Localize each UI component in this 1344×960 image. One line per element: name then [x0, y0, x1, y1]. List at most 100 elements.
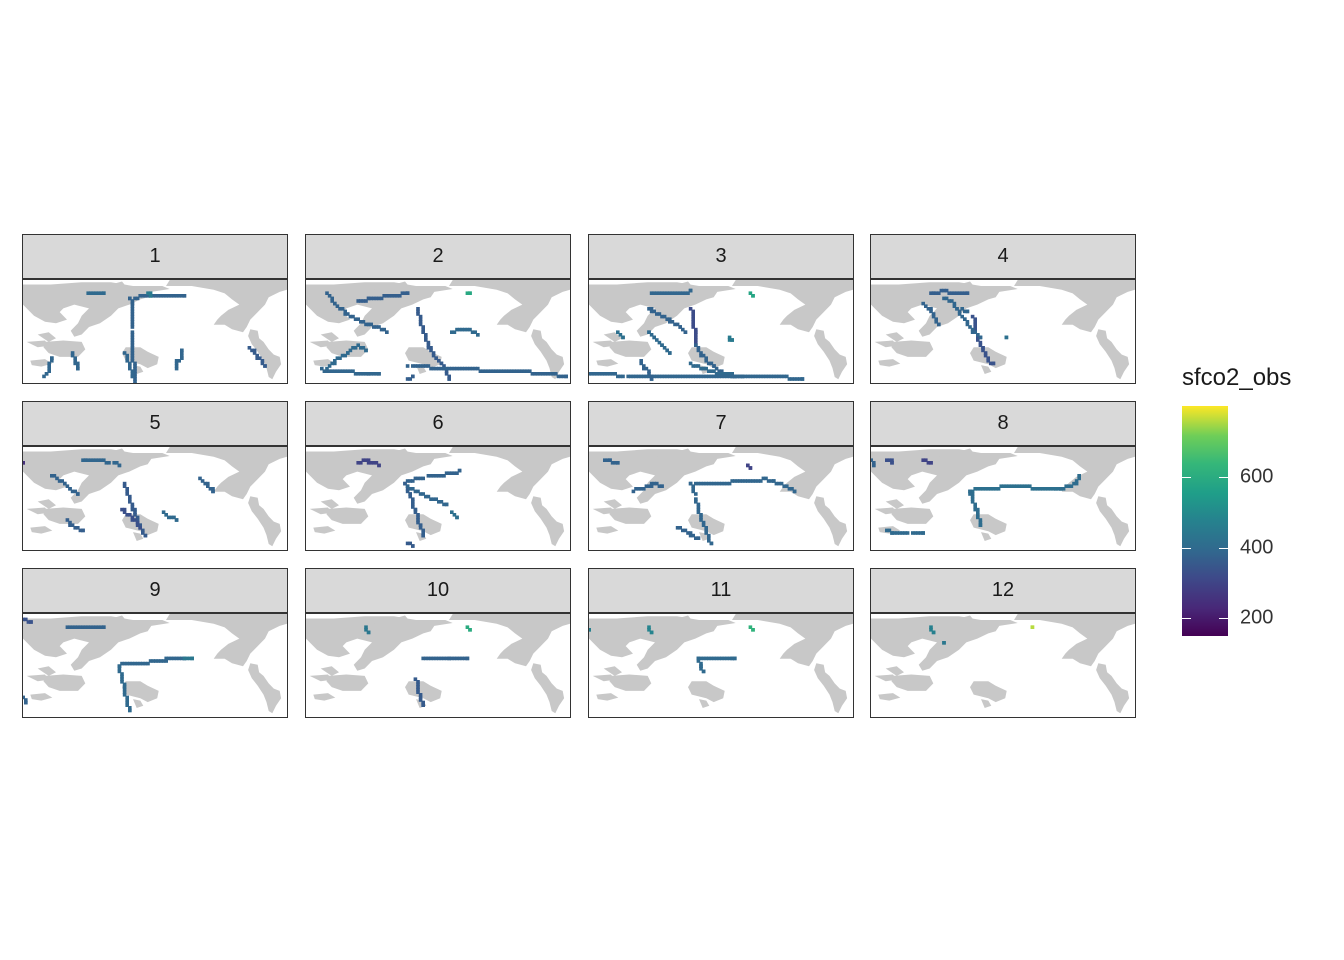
observation-cell	[727, 338, 732, 342]
observation-cell	[431, 474, 436, 478]
observation-cell	[696, 346, 701, 350]
facet-strip-label: 1	[22, 234, 288, 279]
observation-cell	[413, 476, 418, 481]
observation-cell	[694, 340, 698, 345]
land-mass	[893, 473, 902, 482]
observation-cell	[554, 372, 558, 376]
observation-cell	[926, 307, 931, 311]
observation-cell	[372, 461, 376, 465]
observation-cell	[135, 523, 140, 527]
observation-cell	[631, 489, 636, 494]
observation-cell	[174, 656, 179, 661]
land-mass	[405, 514, 442, 536]
observation-cell	[720, 656, 724, 661]
observation-cell	[717, 656, 721, 661]
observation-cell	[130, 325, 135, 329]
observation-cell	[343, 309, 347, 314]
observation-cell	[211, 487, 215, 491]
facet-strip-label: 9	[22, 568, 288, 613]
observation-cell	[29, 620, 33, 624]
observation-cell	[720, 374, 724, 379]
observation-cell	[929, 628, 933, 632]
observation-cell	[647, 484, 651, 488]
observation-cell	[707, 539, 711, 543]
observation-cell	[1064, 484, 1068, 488]
observation-cell	[174, 364, 179, 368]
land-mass	[114, 466, 133, 473]
observation-cell	[452, 513, 457, 517]
observation-cell	[86, 291, 90, 295]
observation-cell	[405, 541, 410, 546]
observation-cell	[1077, 476, 1081, 481]
observation-cell	[1025, 484, 1029, 488]
observation-cell	[714, 656, 719, 661]
observation-cell	[120, 507, 124, 512]
observation-cell	[338, 307, 342, 311]
observation-cell	[751, 628, 755, 632]
observation-cell	[960, 314, 964, 319]
observation-cell	[769, 374, 773, 379]
observation-cell	[652, 481, 656, 486]
observation-cell	[618, 333, 623, 337]
observation-cell	[385, 330, 389, 334]
observation-cell	[96, 291, 101, 295]
observation-cell	[416, 518, 420, 522]
observation-cell	[986, 487, 990, 491]
observation-cell	[701, 656, 706, 661]
observation-cell	[976, 338, 980, 342]
observation-cell	[1038, 487, 1042, 491]
observation-cell	[133, 361, 137, 366]
land-mass	[611, 640, 620, 649]
observation-cell	[668, 291, 672, 295]
observation-cell	[530, 372, 535, 376]
observation-cell	[130, 507, 135, 512]
observation-cell	[99, 625, 103, 629]
observation-cell	[377, 325, 381, 329]
land-mass	[397, 633, 416, 640]
observation-cell	[465, 366, 470, 371]
observation-cell	[673, 291, 677, 295]
observation-cell	[950, 299, 954, 303]
observation-cell	[366, 630, 371, 635]
observation-cell	[965, 309, 970, 314]
observation-cell	[416, 520, 420, 525]
observation-cell	[691, 320, 695, 324]
observation-cell	[468, 327, 472, 332]
observation-cell	[450, 471, 454, 475]
observation-cell	[444, 372, 449, 376]
observation-cell	[403, 291, 407, 295]
observation-cell	[429, 656, 433, 661]
observation-cell	[135, 515, 140, 520]
observation-cell	[704, 528, 708, 533]
observation-cell	[976, 335, 980, 340]
land-mass	[874, 507, 897, 515]
observation-cell	[621, 374, 625, 379]
observation-cell	[712, 656, 716, 661]
facet-panel-10: 10	[305, 568, 571, 718]
observation-cell	[900, 531, 905, 535]
observation-cell	[476, 333, 480, 337]
observation-cell	[968, 492, 972, 496]
observation-cell	[621, 335, 625, 340]
observation-cell	[338, 369, 342, 373]
observation-cell	[444, 369, 449, 373]
observation-cell	[346, 369, 350, 373]
observation-cell	[509, 369, 514, 373]
observation-cell	[785, 374, 789, 379]
observation-cell	[346, 312, 350, 316]
observation-cell	[130, 661, 135, 666]
observation-cell	[931, 291, 936, 295]
observation-cell	[1041, 487, 1045, 491]
observation-cell	[694, 343, 698, 347]
land-mass	[1096, 663, 1130, 714]
observation-cell	[447, 656, 451, 661]
observation-cell	[481, 369, 485, 373]
observation-cell	[926, 461, 931, 465]
observation-cell	[359, 320, 363, 324]
facet-panel-9: 9	[22, 568, 288, 718]
land-mass	[814, 663, 848, 714]
observation-cell	[699, 656, 703, 661]
land-mass	[397, 466, 416, 473]
observation-cell	[413, 507, 418, 512]
observation-cell	[73, 625, 77, 629]
